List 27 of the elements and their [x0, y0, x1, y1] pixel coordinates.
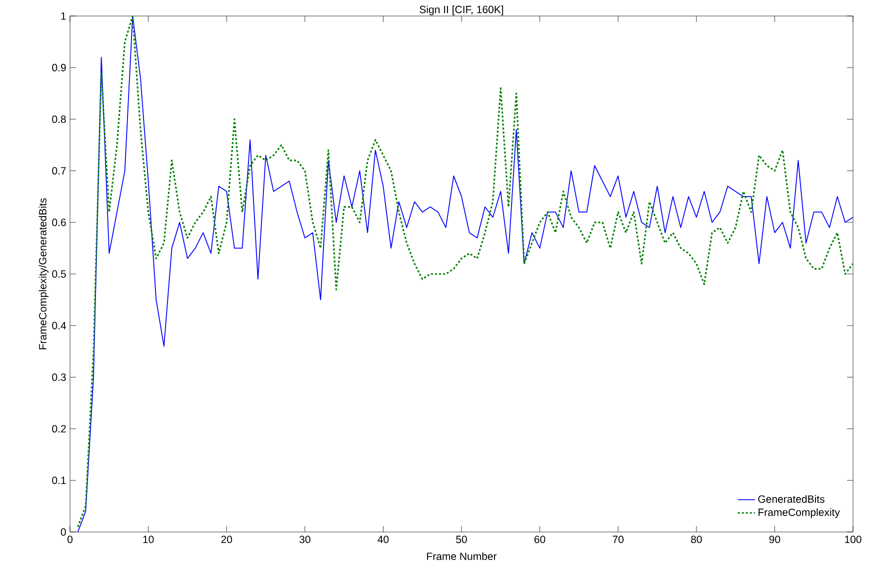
x-tick-label: 20: [221, 536, 232, 544]
y-tick-label: 0.5: [52, 270, 66, 278]
y-tick-label: 0.6: [52, 218, 66, 226]
y-axis-title: FrameComplexity/GeneratedBits: [38, 198, 49, 350]
x-tick-label: 100: [845, 536, 862, 544]
y-tick-label: 0.8: [52, 115, 66, 123]
x-tick-label: 40: [378, 536, 389, 544]
x-tick-label: 30: [299, 536, 310, 544]
y-tick-label: 0.4: [52, 322, 66, 330]
x-tick-label: 80: [691, 536, 702, 544]
y-tick-label: 0.2: [52, 425, 66, 433]
x-tick-label: 10: [143, 536, 154, 544]
y-tick-label: 0.9: [52, 64, 66, 72]
x-tick-label: 0: [68, 536, 73, 544]
x-tick-label: 60: [534, 536, 546, 544]
x-tick-label: 90: [769, 536, 780, 544]
y-tick-label: 0.3: [52, 373, 66, 381]
chart-title: Sign II [CIF, 160K]: [420, 6, 504, 16]
y-tick-label: 0: [60, 528, 66, 536]
x-axis-title: Frame Number: [427, 552, 497, 560]
y-tick-label: 0.7: [52, 167, 66, 175]
x-tick-label: 70: [612, 536, 624, 544]
x-tick-label: 50: [456, 536, 467, 544]
legend-label: GeneratedBits: [758, 495, 824, 503]
legend-label: FrameComplexity: [758, 508, 840, 518]
y-tick-label: 0.1: [52, 476, 66, 484]
y-tick-label: 1: [61, 12, 66, 20]
